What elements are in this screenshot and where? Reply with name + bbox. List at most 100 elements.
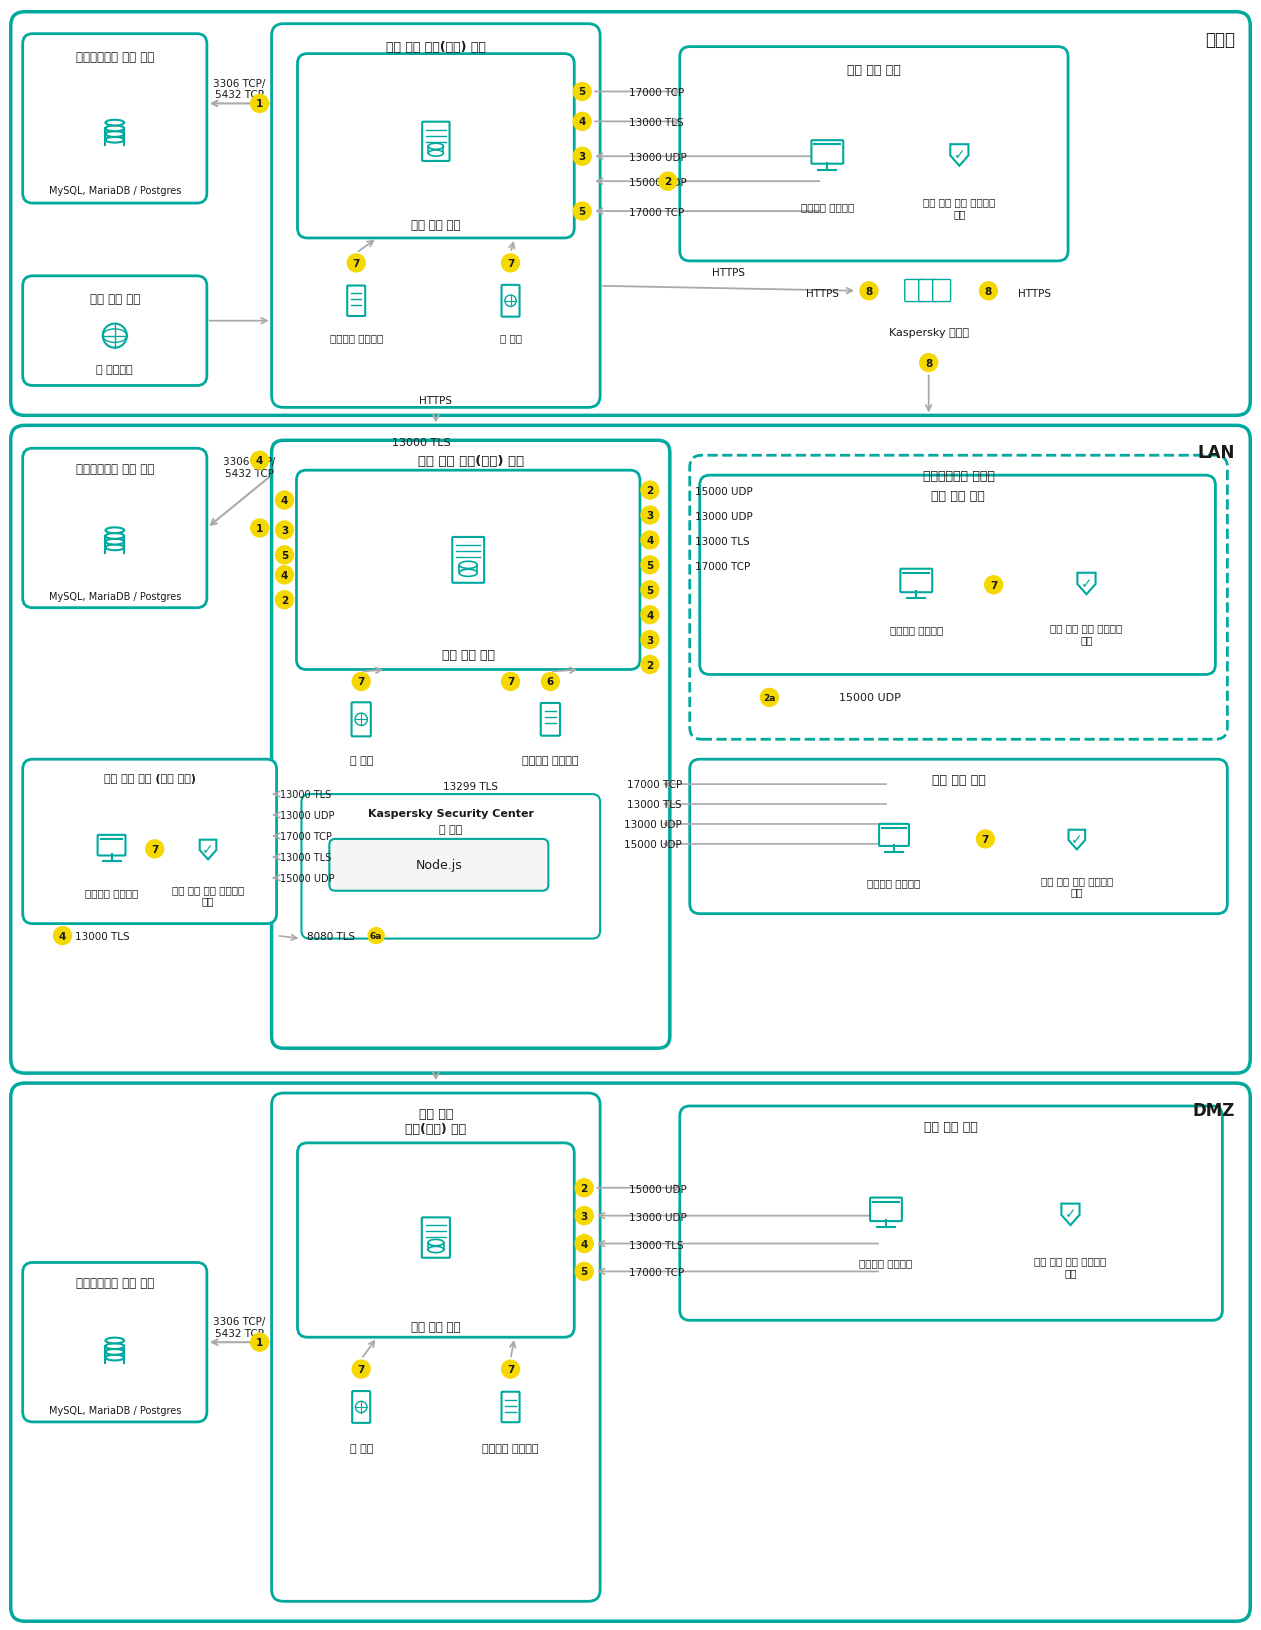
Text: 3306 TCP/
5432 TCP: 3306 TCP/ 5432 TCP [223, 456, 275, 479]
Circle shape [502, 673, 520, 691]
Text: 데이터베이스 포함 기기: 데이터베이스 포함 기기 [76, 1276, 154, 1289]
Text: 인터넷: 인터넷 [1206, 31, 1236, 49]
Text: 1: 1 [256, 99, 264, 109]
Text: 4: 4 [579, 117, 586, 127]
Text: 5: 5 [647, 585, 653, 595]
Ellipse shape [459, 570, 477, 577]
Text: HTTPS: HTTPS [712, 267, 745, 277]
Text: DMZ: DMZ [1193, 1102, 1236, 1120]
Polygon shape [1077, 574, 1096, 595]
Text: 네트워크 에이전트: 네트워크 에이전트 [329, 334, 383, 344]
Text: 관리 중인 기기: 관리 중인 기기 [924, 1120, 979, 1133]
Circle shape [574, 204, 591, 222]
Text: 3: 3 [281, 525, 289, 536]
FancyBboxPatch shape [347, 287, 366, 316]
Polygon shape [1062, 1205, 1079, 1226]
FancyBboxPatch shape [700, 476, 1216, 675]
Text: 중앙 관리 서버: 중앙 관리 서버 [441, 649, 494, 662]
Text: 13000 TLS: 13000 TLS [280, 789, 330, 800]
Text: Kaspersky Security Center: Kaspersky Security Center [368, 808, 533, 818]
Text: 네트워크 에이전트: 네트워크 에이전트 [890, 626, 943, 636]
Text: 네트워크 에이전트: 네트워크 에이전트 [868, 877, 921, 887]
Text: Kaspersky 인프라: Kaspersky 인프라 [889, 328, 968, 337]
Ellipse shape [427, 1240, 444, 1245]
Text: 2: 2 [647, 486, 653, 496]
Text: 웹 서버: 웹 서버 [349, 1443, 373, 1452]
Text: 17000 TCP: 17000 TCP [629, 209, 685, 218]
Text: 웹 콘솔: 웹 콘솔 [439, 825, 463, 835]
FancyBboxPatch shape [23, 760, 276, 924]
Text: 13299 TLS: 13299 TLS [443, 782, 498, 792]
Text: 관리 중인 기기: 관리 중인 기기 [931, 489, 985, 502]
Text: 웹 서버: 웹 서버 [499, 334, 522, 344]
FancyBboxPatch shape [879, 825, 909, 846]
Text: 3: 3 [580, 1211, 588, 1221]
FancyBboxPatch shape [933, 280, 951, 303]
Text: 13000 UDP: 13000 UDP [629, 1211, 687, 1222]
Text: 5: 5 [580, 1267, 588, 1276]
Ellipse shape [106, 1343, 124, 1350]
Ellipse shape [106, 544, 124, 551]
Text: 3: 3 [647, 636, 653, 645]
Circle shape [976, 830, 995, 848]
Text: 13000 TLS: 13000 TLS [629, 1240, 683, 1250]
FancyBboxPatch shape [905, 280, 923, 303]
Text: 브로드캐스팅 도메인: 브로드캐스팅 도메인 [923, 469, 995, 482]
Text: 관리 중인 보안 애플리케
이션: 관리 중인 보안 애플리케 이션 [923, 197, 995, 218]
Text: 관리 중인 보안 애플리케
이션: 관리 중인 보안 애플리케 이션 [171, 883, 245, 906]
Text: 4: 4 [646, 610, 653, 621]
Circle shape [368, 927, 385, 944]
Text: 관리 중인 기기 (배포 지점): 관리 중인 기기 (배포 지점) [103, 774, 195, 784]
Text: 13000 TLS: 13000 TLS [280, 852, 330, 862]
Text: 중앙 관리 기기: 중앙 관리 기기 [90, 293, 140, 305]
Text: 네트워크 에이전트: 네트워크 에이전트 [84, 887, 139, 896]
FancyBboxPatch shape [11, 13, 1250, 416]
Ellipse shape [106, 1338, 124, 1343]
Text: 15000 UDP: 15000 UDP [624, 839, 682, 849]
Circle shape [352, 673, 371, 691]
Text: MySQL, MariaDB / Postgres: MySQL, MariaDB / Postgres [49, 1405, 182, 1415]
FancyBboxPatch shape [502, 285, 520, 318]
Circle shape [641, 606, 660, 624]
Text: 5: 5 [647, 561, 653, 570]
Text: 네트워크 에이전트: 네트워크 에이전트 [522, 756, 579, 766]
FancyBboxPatch shape [680, 47, 1068, 262]
Text: 관리 중인 기기: 관리 중인 기기 [847, 64, 900, 77]
FancyBboxPatch shape [298, 1143, 574, 1337]
Text: 네트워크 에이전트: 네트워크 에이전트 [801, 202, 854, 212]
Text: 7: 7 [990, 580, 997, 590]
Ellipse shape [106, 127, 124, 132]
Text: HTTPS: HTTPS [806, 289, 839, 298]
Text: 2: 2 [281, 595, 289, 605]
Text: 13000 UDP: 13000 UDP [624, 820, 682, 830]
Text: 3: 3 [579, 152, 586, 161]
Text: 7: 7 [982, 835, 989, 844]
Text: 13000 TLS: 13000 TLS [629, 119, 683, 129]
Text: 7: 7 [507, 676, 514, 686]
FancyBboxPatch shape [352, 1392, 371, 1423]
Ellipse shape [427, 1247, 444, 1253]
Text: 관리 중인 보안 애플리케
이션: 관리 중인 보안 애플리케 이션 [1050, 623, 1122, 645]
Text: 7: 7 [507, 1364, 514, 1374]
Ellipse shape [106, 121, 124, 127]
Text: 15000 UDP: 15000 UDP [629, 1183, 687, 1195]
Ellipse shape [106, 1350, 124, 1355]
Text: 1: 1 [256, 1337, 264, 1348]
FancyBboxPatch shape [23, 34, 207, 204]
Text: 4: 4 [281, 570, 289, 580]
Circle shape [575, 1236, 593, 1253]
Circle shape [251, 1333, 269, 1351]
Ellipse shape [106, 1355, 124, 1361]
Circle shape [541, 673, 560, 691]
Text: 3306 TCP/
5432 TCP: 3306 TCP/ 5432 TCP [213, 1317, 265, 1338]
Text: HTTPS: HTTPS [1019, 289, 1052, 298]
Text: MySQL, MariaDB / Postgres: MySQL, MariaDB / Postgres [49, 592, 182, 601]
Text: 8: 8 [926, 359, 932, 368]
Text: 7: 7 [358, 1364, 364, 1374]
Circle shape [276, 567, 294, 585]
FancyBboxPatch shape [11, 425, 1250, 1074]
Text: 8: 8 [985, 287, 992, 297]
Circle shape [919, 354, 938, 372]
Text: 13000 TLS: 13000 TLS [627, 800, 682, 810]
Ellipse shape [459, 562, 477, 569]
